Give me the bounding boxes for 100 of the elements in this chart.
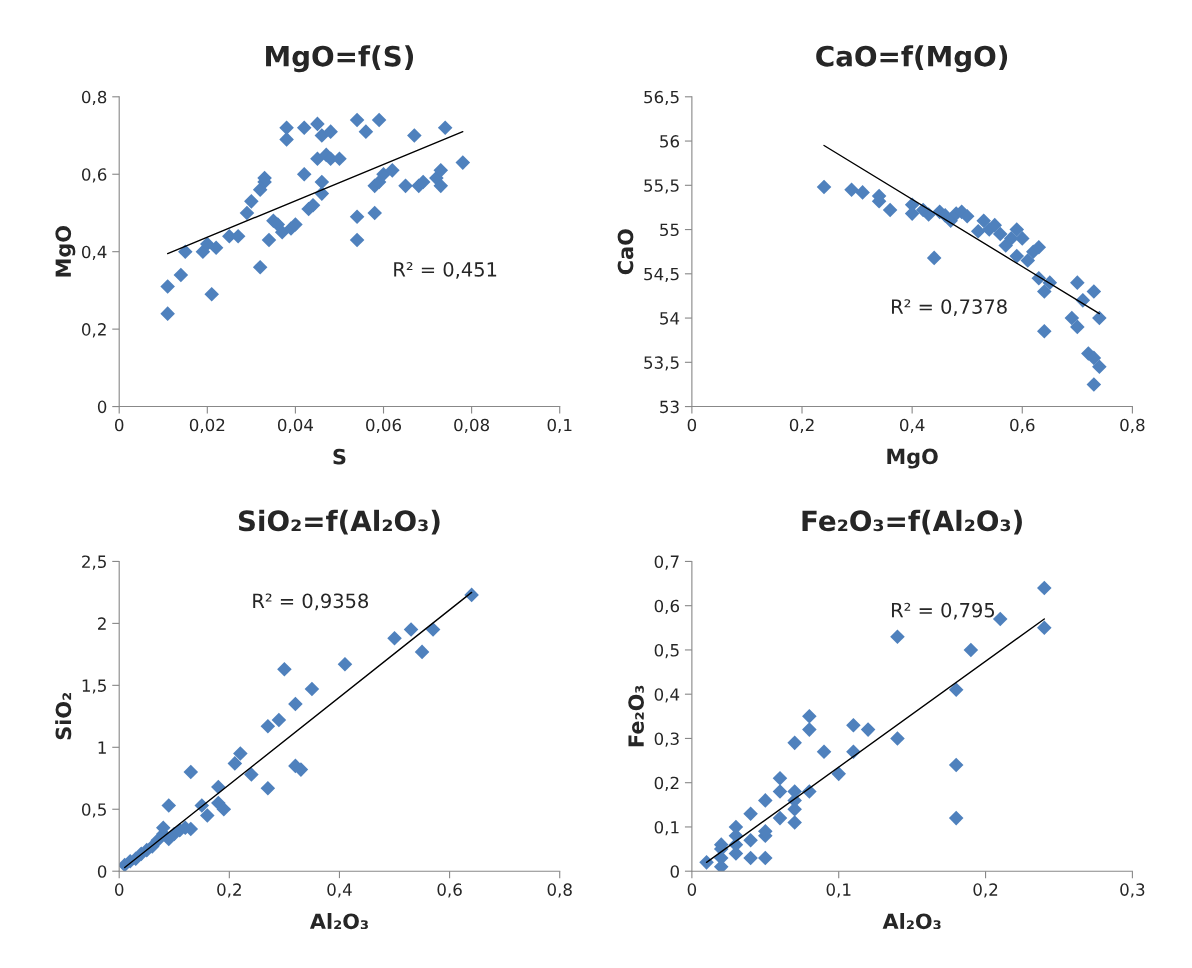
x-axis-title: Al₂O₃ [309, 913, 368, 930]
point [831, 766, 846, 782]
x-tick-label: 0,6 [437, 883, 462, 898]
y-tick-label: 1,5 [82, 679, 106, 694]
y-tick-label: 2 [98, 617, 106, 630]
point [349, 209, 365, 225]
y-tick-label: 0,6 [81, 168, 107, 183]
point [376, 166, 391, 182]
x-tick-label: 0,6 [1010, 418, 1035, 433]
point [1037, 620, 1052, 636]
point [349, 232, 365, 248]
x-tick-label: 0,06 [366, 418, 402, 433]
point [314, 174, 330, 190]
point [802, 722, 817, 737]
chart-title: CaO=f(MgO) [816, 45, 1008, 73]
point [816, 744, 832, 759]
point [288, 217, 303, 232]
y-tick-label: 0,2 [654, 776, 679, 791]
y-tick-label: 0,4 [654, 688, 680, 703]
x-tick-label: 0 [687, 883, 697, 896]
chart-title: Fe₂O₃=f(Al₂O₃) [802, 509, 1022, 535]
point [992, 611, 1008, 627]
x-tick-label: 0 [115, 883, 124, 896]
x-tick-label: 0,4 [327, 883, 352, 898]
point [437, 120, 453, 136]
point [992, 226, 1008, 242]
y-tick-label: 56 [660, 135, 680, 148]
chart-title: MgO=f(S) [266, 45, 414, 73]
point [699, 855, 714, 870]
point [948, 682, 964, 698]
y-tick-label: 0,8 [81, 90, 107, 106]
x-tick-label: 0,8 [547, 883, 572, 898]
point [1070, 275, 1085, 290]
point [160, 279, 175, 294]
point [271, 712, 287, 728]
y-tick-label: 54,5 [644, 267, 679, 283]
y-tick-label: 55 [660, 223, 679, 237]
point [433, 178, 449, 194]
point [743, 806, 758, 821]
point [304, 681, 320, 697]
point [1070, 319, 1085, 335]
point [970, 224, 986, 239]
point [227, 756, 243, 771]
point [1092, 359, 1107, 375]
point [305, 197, 321, 213]
point [387, 630, 402, 646]
point [349, 112, 365, 128]
point [279, 120, 294, 136]
x-axis-title: Al₂O₃ [882, 913, 941, 930]
point [860, 722, 876, 737]
point [772, 770, 788, 786]
point [758, 793, 773, 808]
y-tick-label: 0,6 [654, 599, 680, 614]
y-tick-label: 0,4 [81, 245, 107, 260]
point [743, 832, 758, 848]
point [1086, 284, 1102, 299]
point [1037, 324, 1052, 339]
point [252, 259, 268, 275]
point [310, 116, 325, 132]
point [288, 696, 303, 712]
point [926, 250, 942, 266]
point [1014, 231, 1030, 246]
point [987, 217, 1003, 233]
point [963, 642, 979, 658]
point [890, 731, 905, 746]
y-tick-label: 53,5 [644, 356, 679, 371]
x-tick-label: 0,08 [454, 418, 490, 433]
point [455, 155, 471, 170]
point [358, 124, 374, 139]
x-tick-label: 0,1 [826, 883, 851, 898]
point [1020, 253, 1036, 268]
x-axis-title: MgO [887, 448, 938, 469]
point [310, 151, 325, 167]
point [296, 166, 312, 182]
point [772, 784, 788, 799]
point [1037, 580, 1052, 596]
point [464, 587, 479, 603]
point [882, 202, 898, 218]
point [787, 815, 802, 830]
point [208, 240, 224, 256]
x-tick-label: 0,8 [1120, 418, 1145, 433]
y-tick-label: 0,7 [654, 555, 679, 570]
point [948, 810, 964, 826]
point [758, 850, 773, 866]
x-tick-label: 0,2 [973, 883, 998, 898]
point [802, 709, 817, 724]
point [403, 622, 419, 637]
point [948, 757, 964, 773]
y-tick-label: 0,5 [654, 643, 679, 659]
point [211, 779, 226, 795]
point [337, 657, 353, 672]
annotation: R² = 0,9358 [253, 593, 369, 611]
x-tick-label: 0,2 [789, 418, 814, 433]
x-tick-label: 0,1 [547, 418, 572, 433]
y-axis-title: MgO [55, 226, 76, 277]
point [173, 267, 189, 283]
y-tick-label: 54 [660, 312, 680, 325]
point [160, 306, 175, 321]
point [233, 746, 248, 761]
point [260, 780, 276, 796]
